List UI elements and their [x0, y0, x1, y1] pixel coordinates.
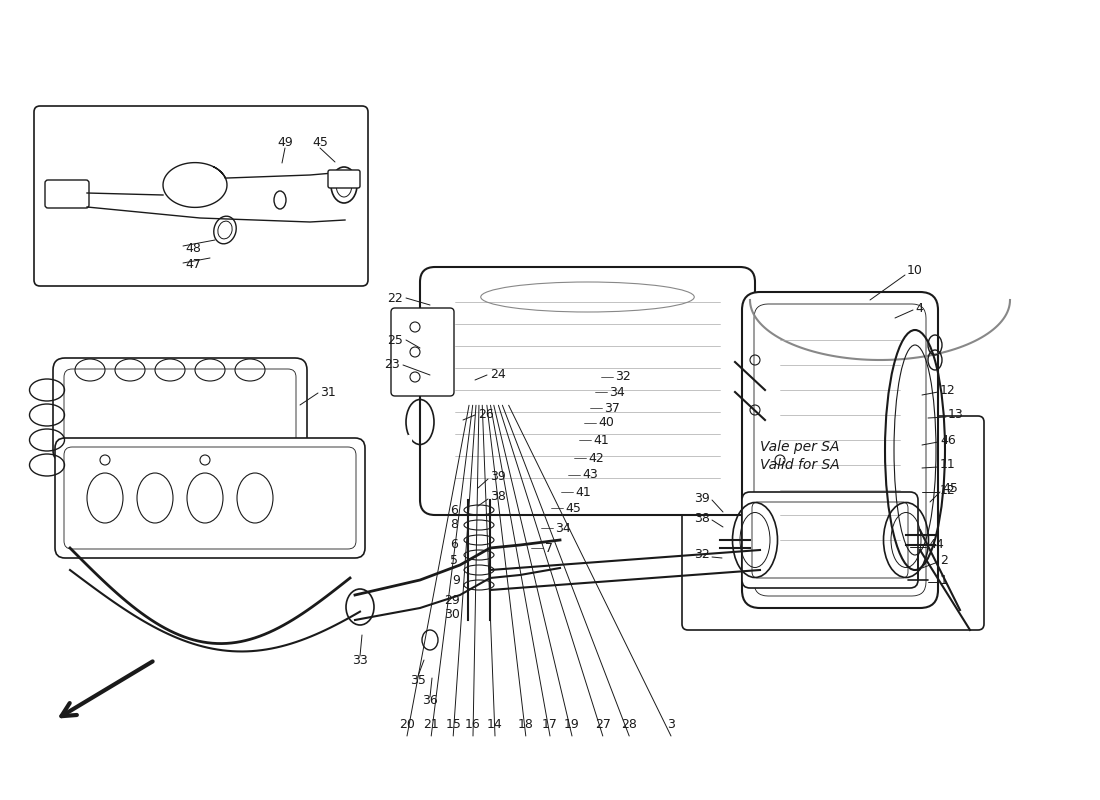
Text: 20: 20 — [399, 718, 415, 731]
Text: 35: 35 — [410, 674, 426, 686]
Text: 21: 21 — [424, 718, 439, 731]
Text: 18: 18 — [518, 718, 534, 731]
FancyBboxPatch shape — [34, 106, 369, 286]
Text: 9: 9 — [452, 574, 460, 586]
Text: 1: 1 — [940, 574, 948, 586]
Text: 3: 3 — [667, 718, 675, 731]
Text: 8: 8 — [450, 518, 458, 531]
Text: 13: 13 — [948, 409, 964, 422]
FancyBboxPatch shape — [55, 438, 365, 558]
Text: 47: 47 — [185, 258, 201, 271]
Text: 37: 37 — [604, 402, 620, 414]
Text: 31: 31 — [320, 386, 336, 399]
Text: 7: 7 — [544, 542, 553, 554]
FancyBboxPatch shape — [64, 369, 296, 451]
FancyBboxPatch shape — [45, 180, 89, 208]
Text: 5: 5 — [450, 554, 458, 566]
Text: 34: 34 — [556, 522, 571, 534]
Text: 45: 45 — [312, 137, 328, 150]
Text: Vale per SA: Vale per SA — [760, 440, 839, 454]
Text: 29: 29 — [444, 594, 460, 606]
Text: 28: 28 — [621, 718, 637, 731]
FancyBboxPatch shape — [420, 267, 755, 515]
FancyBboxPatch shape — [390, 308, 454, 396]
Text: 48: 48 — [185, 242, 201, 254]
Text: 6: 6 — [450, 503, 458, 517]
Text: 45: 45 — [565, 502, 581, 514]
Text: 38: 38 — [490, 490, 506, 503]
Text: 41: 41 — [593, 434, 608, 446]
Text: 39: 39 — [490, 470, 506, 483]
FancyBboxPatch shape — [752, 502, 908, 578]
FancyBboxPatch shape — [742, 292, 938, 608]
Text: 32: 32 — [615, 370, 630, 383]
Text: 11: 11 — [940, 458, 956, 471]
FancyBboxPatch shape — [742, 492, 918, 588]
Text: 25: 25 — [387, 334, 403, 346]
Text: 49: 49 — [277, 137, 293, 150]
Text: eurospares: eurospares — [594, 359, 770, 441]
FancyBboxPatch shape — [682, 416, 984, 630]
Text: 2: 2 — [940, 554, 948, 566]
Text: 39: 39 — [694, 491, 710, 505]
Text: 46: 46 — [940, 434, 956, 446]
Text: 43: 43 — [582, 469, 597, 482]
Text: 36: 36 — [422, 694, 438, 706]
Text: 19: 19 — [564, 718, 580, 731]
FancyBboxPatch shape — [53, 358, 307, 462]
Text: 15: 15 — [446, 718, 461, 731]
Text: 42: 42 — [588, 451, 604, 465]
Text: 38: 38 — [694, 511, 710, 525]
Text: 34: 34 — [609, 386, 625, 398]
Text: 33: 33 — [352, 654, 367, 666]
FancyBboxPatch shape — [754, 304, 926, 596]
Text: Valid for SA: Valid for SA — [760, 458, 839, 472]
Text: 32: 32 — [694, 549, 710, 562]
Text: 10: 10 — [908, 263, 923, 277]
Text: 17: 17 — [542, 718, 558, 731]
Text: 40: 40 — [598, 417, 614, 430]
Text: 24: 24 — [490, 369, 506, 382]
Text: eurospares: eurospares — [154, 415, 330, 497]
Text: 16: 16 — [465, 718, 481, 731]
Text: 26: 26 — [478, 409, 494, 422]
Text: 30: 30 — [444, 609, 460, 622]
FancyBboxPatch shape — [64, 447, 356, 549]
Text: 22: 22 — [387, 291, 403, 305]
FancyBboxPatch shape — [328, 170, 360, 188]
Text: 45: 45 — [942, 482, 958, 494]
Text: 12: 12 — [940, 483, 956, 497]
Text: 12: 12 — [940, 383, 956, 397]
Text: 6: 6 — [450, 538, 458, 551]
Text: 27: 27 — [595, 718, 610, 731]
Text: 41: 41 — [575, 486, 591, 498]
Text: 23: 23 — [384, 358, 400, 371]
Text: 44: 44 — [928, 538, 944, 551]
Text: 14: 14 — [487, 718, 503, 731]
Text: 4: 4 — [915, 302, 923, 314]
